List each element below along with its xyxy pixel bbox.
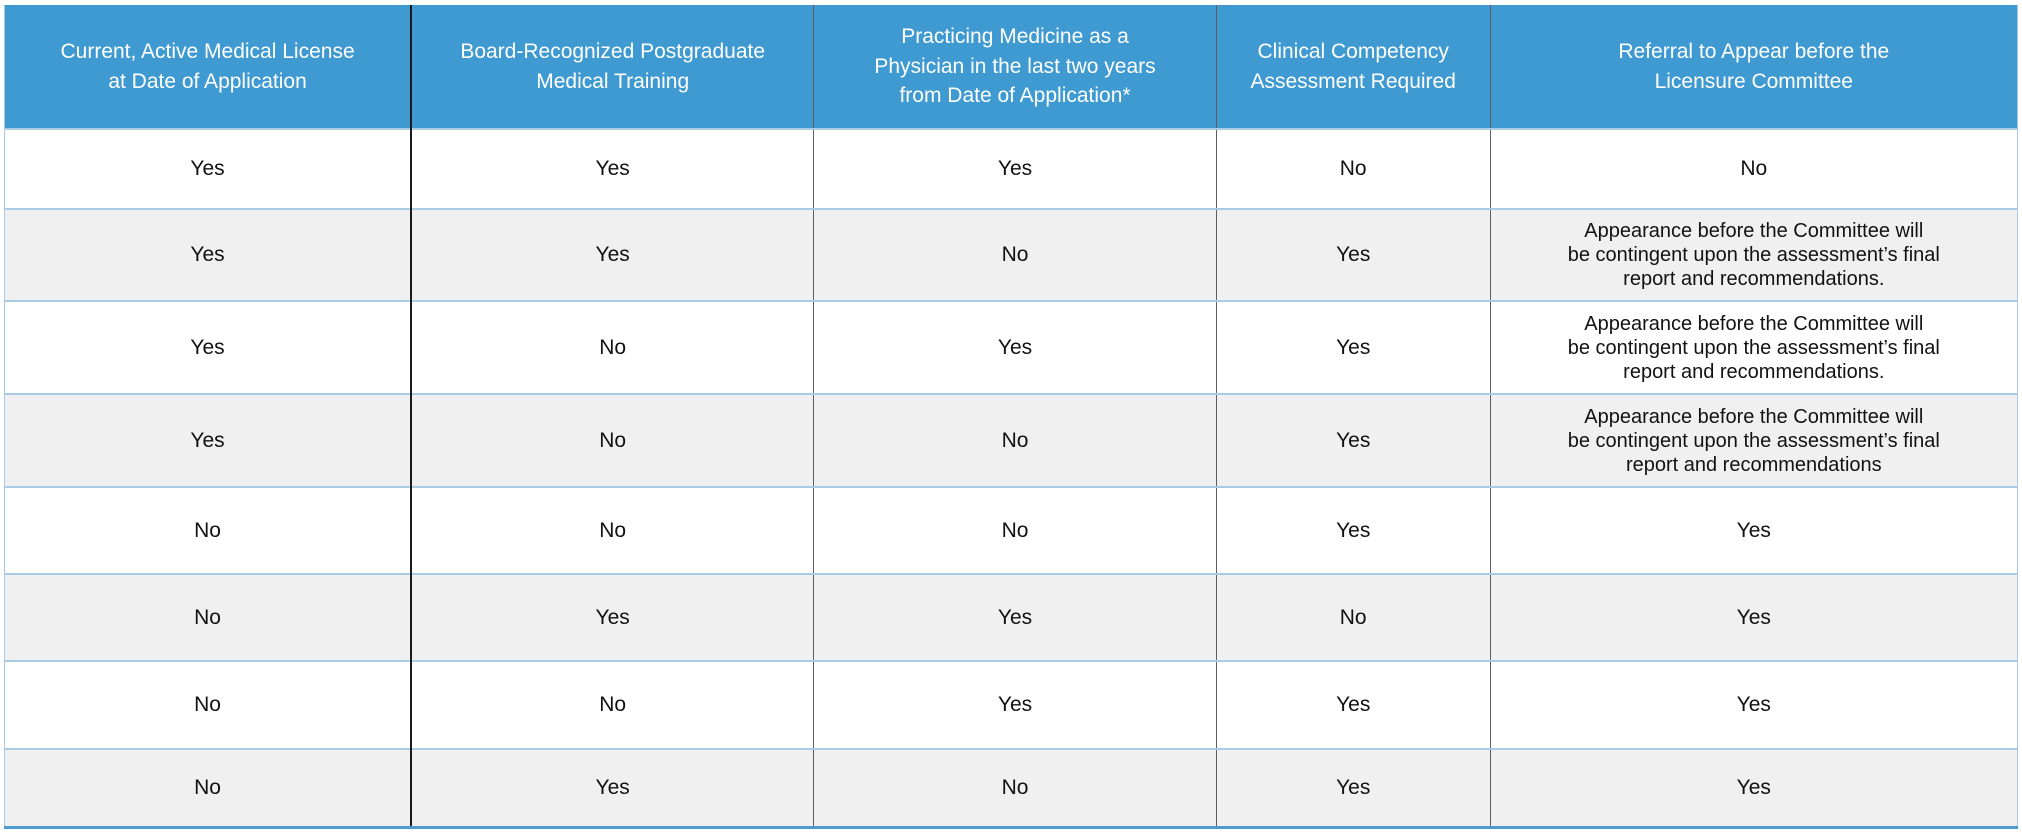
table-cell: No (813, 749, 1217, 827)
table-cell: No (410, 661, 814, 749)
column-header-referral: Referral to Appear before the Licensure … (1489, 5, 2018, 129)
table-cell: No (410, 394, 814, 487)
table-cell: No (410, 487, 814, 574)
column-header-assessment: Clinical Competency Assessment Required (1215, 5, 1491, 129)
column-header-license: Current, Active Medical License at Date … (4, 5, 412, 129)
table-cell: Appearance before the Committee will be … (1489, 209, 2018, 301)
table-cell: Yes (190, 335, 225, 359)
table-cell: No (1215, 129, 1491, 209)
table-cell: Yes (190, 243, 225, 267)
table-row: Yes Yes No Yes Appearance before the Committ… (4, 209, 2018, 301)
table-cell: Appearance before the Committee will be … (1489, 301, 2018, 394)
table-cell: No (813, 209, 1217, 301)
table-cell: Yes (410, 209, 814, 301)
table-cell: Yes (813, 661, 1217, 749)
table-cell: Yes (410, 129, 814, 209)
table-row: No No Yes Yes Yes (4, 661, 2018, 749)
table-row: No No No Yes Yes (4, 487, 2018, 574)
table-cell: Yes (410, 574, 814, 661)
table-row: Yes No Yes Yes Appearance before the Committ… (4, 301, 2018, 394)
table-cell: Yes (410, 749, 814, 827)
table-cell: No (813, 394, 1217, 487)
table-cell: Yes (190, 428, 225, 452)
table-cell: Yes (1215, 394, 1491, 487)
table-cell: Yes (1215, 209, 1491, 301)
table-cell: Yes (1215, 487, 1491, 574)
table-cell: Yes (1215, 301, 1491, 394)
table-cell: No (1215, 574, 1491, 661)
licensure-decision-table: Current, Active Medical License at Date … (4, 5, 2018, 829)
header-row: Current, Active Medical License at Date … (4, 5, 2018, 129)
table-row: Yes No No Yes Appearance before the Committe… (4, 394, 2018, 487)
table-body: Yes Yes Yes No No Yes Yes No Yes Appearance befor… (4, 129, 2018, 827)
table-row: Yes Yes Yes No No (4, 129, 2018, 209)
table-cell: Yes (1215, 661, 1491, 749)
column-header-practicing: Practicing Medicine as a Physician in th… (813, 5, 1217, 129)
table-cell: No (194, 776, 221, 800)
table-cell: No (194, 693, 221, 717)
table-row: No Yes No Yes Yes (4, 749, 2018, 827)
table-cell: Yes (813, 574, 1217, 661)
table-cell: No (1489, 129, 2018, 209)
table-cell: Yes (1489, 749, 2018, 827)
table-cell: Yes (813, 129, 1217, 209)
table-cell: Appearance before the Committee will be … (1489, 394, 2018, 487)
table-cell: No (194, 518, 221, 542)
table-cell: Yes (190, 157, 225, 181)
table-cell: No (410, 301, 814, 394)
table-header: Current, Active Medical License at Date … (4, 5, 2018, 129)
table-cell: Yes (1489, 574, 2018, 661)
table-cell: Yes (1489, 487, 2018, 574)
column-header-training: Board-Recognized Postgraduate Medical Tr… (410, 5, 814, 129)
table-cell: Yes (813, 301, 1217, 394)
table-cell: No (813, 487, 1217, 574)
table-cell: No (194, 605, 221, 629)
table-row: No Yes Yes No Yes (4, 574, 2018, 661)
table-cell: Yes (1489, 661, 2018, 749)
table-cell: Yes (1215, 749, 1491, 827)
